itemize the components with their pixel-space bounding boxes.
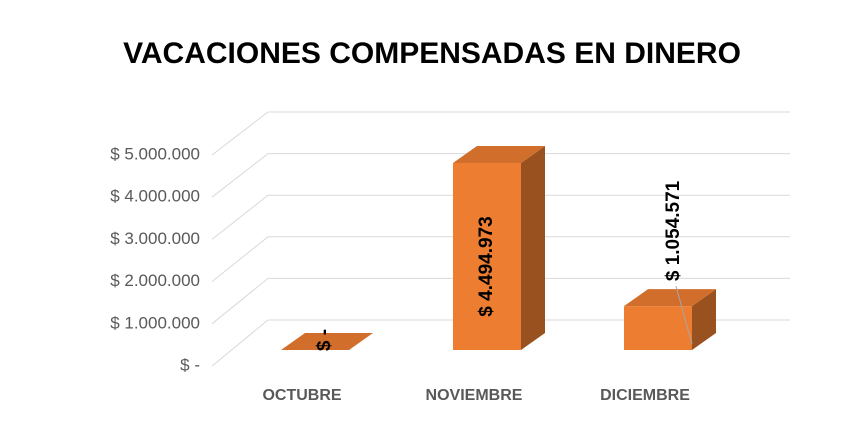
x-tick-label: DICIEMBRE [600, 387, 690, 404]
bar-side [521, 146, 545, 350]
bar [453, 163, 521, 350]
y-tick-label: $ 3.000.000 [110, 229, 200, 248]
value-label: $ 4.494.973 [476, 216, 497, 316]
grid-line [211, 277, 790, 325]
grid-line [211, 111, 790, 156]
bar-top [281, 333, 373, 350]
x-tick-label: OCTUBRE [262, 387, 341, 404]
grid-line [211, 236, 790, 282]
y-tick-label: $ 4.000.000 [110, 187, 200, 206]
y-tick-label: $ 2.000.000 [110, 271, 200, 290]
y-tick-label: $ 5.000.000 [110, 144, 200, 163]
x-tick-label: NOVIEMBRE [426, 387, 523, 404]
value-label: $ 1.054.571 [663, 180, 684, 281]
bar-top [624, 289, 716, 307]
grid-line [211, 319, 790, 367]
grid-line [211, 153, 790, 198]
bar-side [692, 289, 716, 350]
bar [624, 306, 692, 350]
bar-top [453, 146, 545, 164]
y-tick-label: $ - [180, 355, 200, 374]
grid-line [211, 194, 790, 240]
y-tick-label: $ 1.000.000 [110, 313, 200, 332]
leader-line [675, 285, 693, 345]
value-label: $ - [314, 329, 335, 351]
chart-title: VACACIONES COMPENSADAS EN DINERO [123, 37, 741, 70]
